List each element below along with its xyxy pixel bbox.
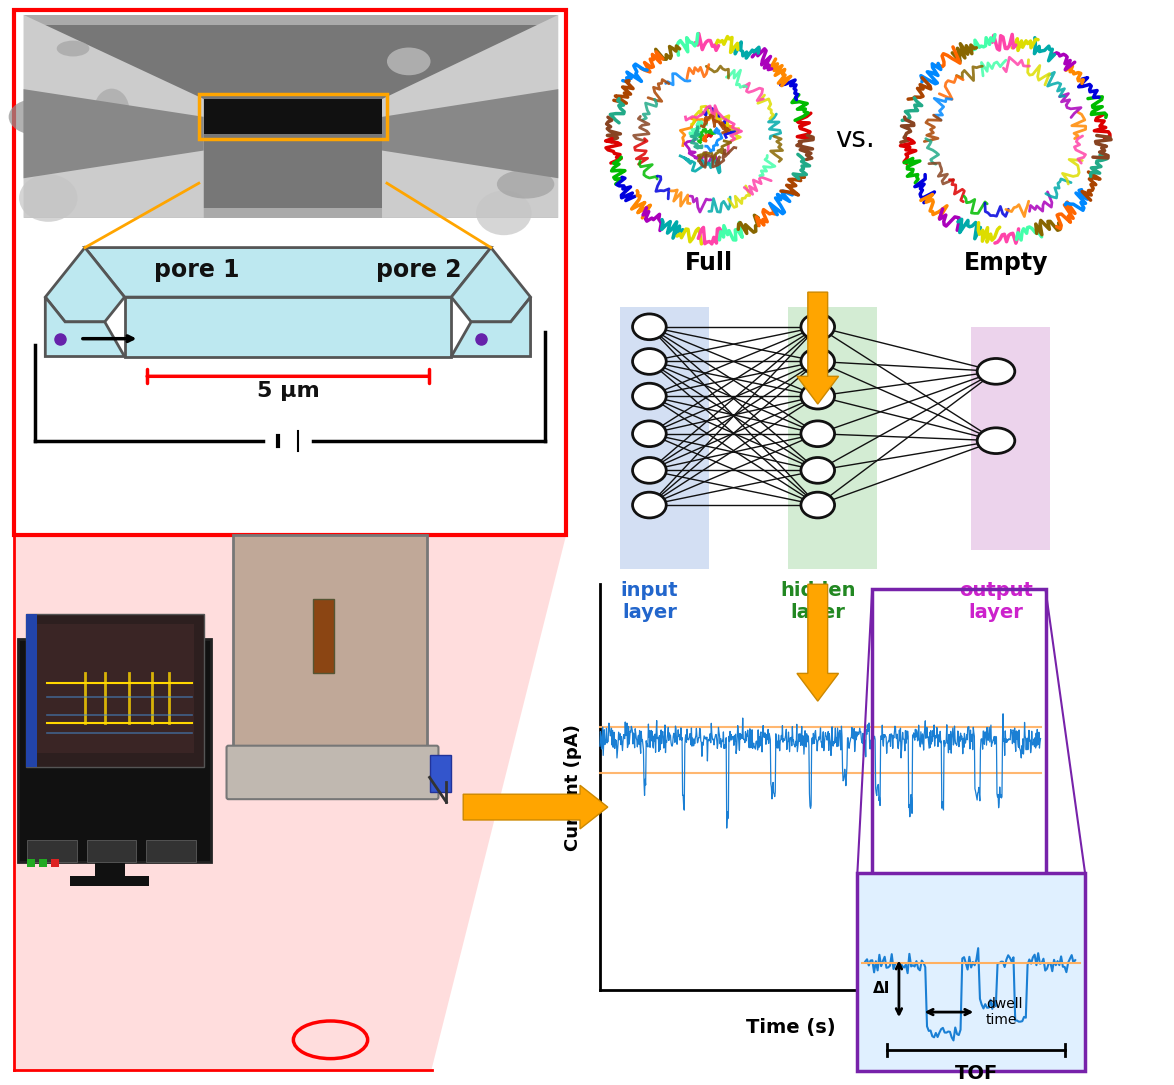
Text: ΔI: ΔI [872, 981, 890, 996]
FancyArrow shape [797, 292, 838, 404]
Bar [52, 858, 59, 867]
Bar [198, 94, 387, 139]
FancyBboxPatch shape [227, 745, 438, 800]
Text: TOF: TOF [954, 1063, 998, 1083]
Ellipse shape [404, 186, 431, 205]
Bar [147, 840, 196, 861]
Polygon shape [382, 15, 559, 218]
Ellipse shape [633, 348, 666, 374]
Text: Empty: Empty [964, 251, 1048, 275]
Bar [26, 614, 204, 767]
Bar [95, 859, 124, 879]
Bar [312, 599, 335, 674]
Ellipse shape [41, 152, 62, 182]
Ellipse shape [977, 427, 1014, 454]
Ellipse shape [633, 421, 666, 447]
FancyArrow shape [464, 786, 608, 829]
Text: Full: Full [684, 251, 733, 275]
Polygon shape [23, 89, 204, 178]
Text: pore 1: pore 1 [154, 258, 239, 282]
Ellipse shape [801, 314, 835, 340]
Text: 5 μm: 5 μm [257, 381, 319, 401]
Ellipse shape [29, 23, 61, 61]
Text: input
layer: input layer [621, 582, 679, 623]
Bar [18, 639, 210, 861]
Bar [234, 761, 426, 773]
Bar [620, 307, 709, 570]
Polygon shape [382, 89, 559, 178]
Ellipse shape [633, 383, 666, 409]
Text: output
layer: output layer [959, 582, 1033, 623]
Ellipse shape [801, 458, 835, 483]
Text: dwell
time: dwell time [986, 997, 1023, 1027]
Bar [204, 99, 382, 133]
Text: Current (pA): Current (pA) [564, 724, 582, 851]
Ellipse shape [801, 493, 835, 518]
Polygon shape [23, 15, 204, 218]
Ellipse shape [20, 162, 53, 186]
Bar [23, 15, 559, 218]
Bar [857, 873, 1085, 1072]
Ellipse shape [633, 314, 666, 340]
Ellipse shape [417, 94, 456, 136]
Bar [788, 307, 877, 570]
Polygon shape [451, 247, 531, 322]
Ellipse shape [504, 171, 528, 213]
Text: hidden
layer: hidden layer [780, 582, 856, 623]
Bar [33, 624, 194, 753]
Polygon shape [46, 247, 124, 322]
Text: vs.: vs. [836, 125, 876, 153]
Ellipse shape [977, 358, 1014, 384]
Ellipse shape [633, 493, 666, 518]
Bar [40, 858, 47, 867]
Polygon shape [85, 247, 491, 297]
Bar [872, 589, 1046, 975]
Bar [27, 858, 35, 867]
Ellipse shape [801, 421, 835, 447]
Polygon shape [46, 297, 124, 357]
Bar [14, 10, 566, 535]
Bar [70, 877, 149, 886]
Ellipse shape [801, 348, 835, 374]
Ellipse shape [402, 99, 439, 117]
Bar [430, 754, 451, 792]
Text: pore 2: pore 2 [376, 258, 461, 282]
Bar [27, 840, 77, 861]
Bar [87, 840, 136, 861]
Polygon shape [14, 535, 566, 1070]
Bar [23, 25, 559, 208]
Polygon shape [451, 297, 531, 357]
Ellipse shape [633, 458, 666, 483]
Bar [26, 614, 38, 767]
Ellipse shape [444, 183, 475, 220]
Ellipse shape [801, 383, 835, 409]
Ellipse shape [76, 187, 124, 214]
Bar [971, 327, 1051, 550]
Polygon shape [124, 297, 451, 357]
Ellipse shape [22, 51, 55, 79]
Bar [234, 535, 426, 773]
Text: Time (s): Time (s) [747, 1018, 836, 1037]
FancyArrow shape [797, 585, 838, 701]
